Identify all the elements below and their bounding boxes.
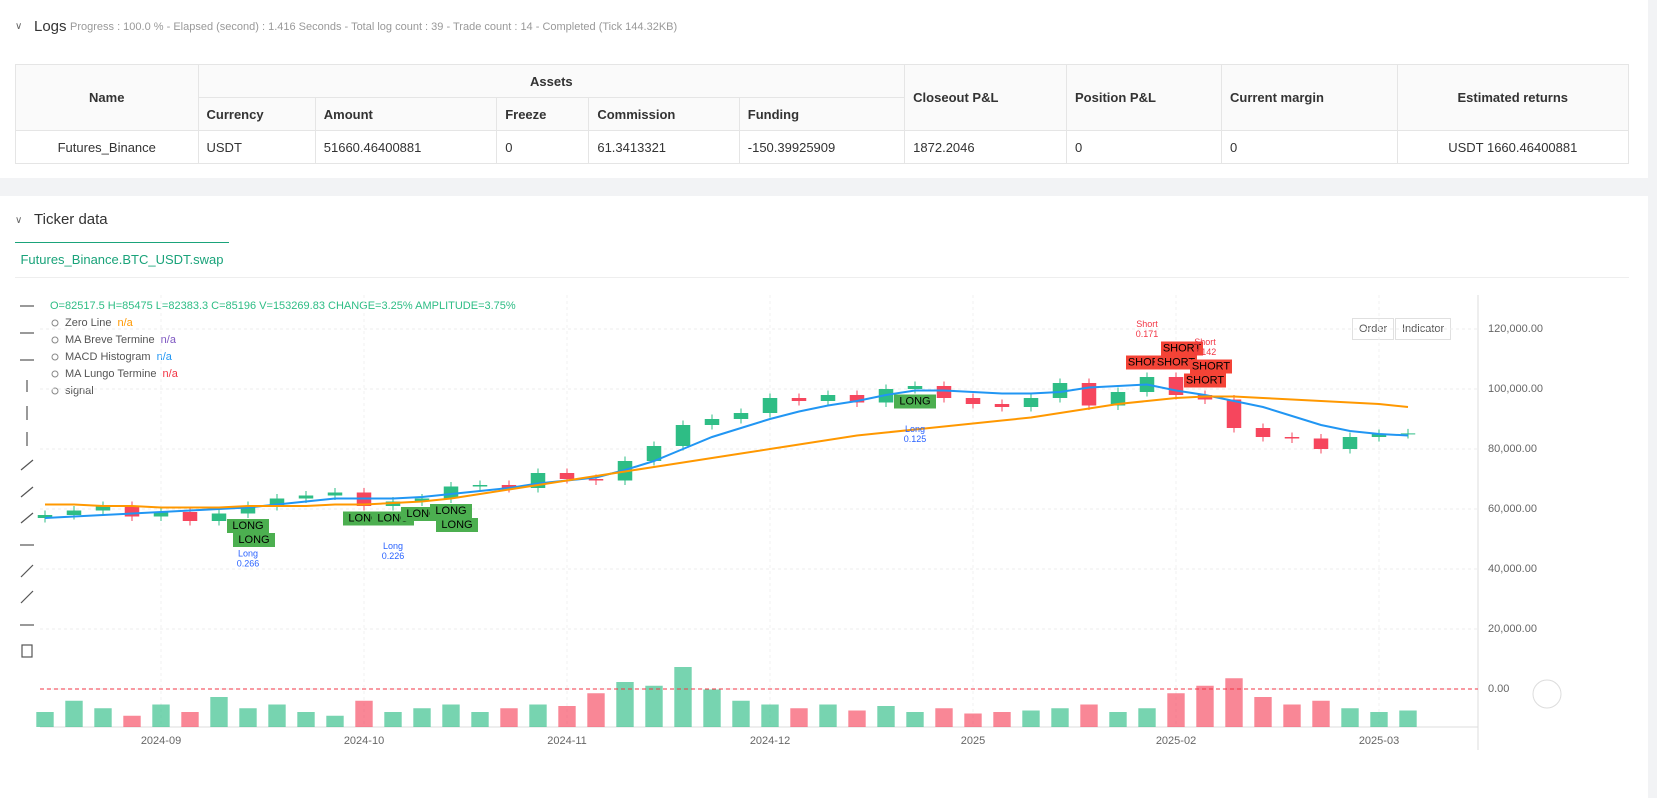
- td: 1872.2046: [904, 130, 1068, 164]
- assets-table: Name Assets Closeout P&L Position P&L Curren…: [15, 64, 1630, 164]
- th: Freeze: [496, 97, 590, 131]
- tab[interactable]: Futures_Binance.BTC_USDT.swap: [15, 242, 229, 277]
- td: -150.39925909: [738, 130, 906, 164]
- th: Current margin: [1220, 64, 1398, 131]
- th: Assets: [197, 64, 906, 98]
- logs-status: Progress : 100.0 % - Elapsed (second) : …: [70, 21, 678, 33]
- th: Position P&L: [1066, 64, 1222, 131]
- td: 0: [496, 130, 590, 164]
- order-button[interactable]: Order: [1352, 318, 1395, 340]
- divider: [15, 277, 1629, 278]
- td: 0: [1066, 130, 1222, 164]
- th: Estimated returns: [1396, 64, 1630, 131]
- th: Commission: [588, 97, 740, 131]
- td: 0: [1220, 130, 1398, 164]
- collapse-icon[interactable]: ∨: [15, 215, 23, 226]
- indicator-button[interactable]: Indicator: [1395, 318, 1452, 340]
- ticker-panel: ∨ Ticker data Futures_Binance.BTC_USDT.s…: [0, 196, 1648, 798]
- td: Futures_Binance: [15, 130, 199, 164]
- th: Currency: [197, 97, 316, 131]
- collapse-icon[interactable]: ∨: [15, 21, 23, 32]
- td: 51660.46400881: [314, 130, 498, 164]
- td: USDT: [197, 130, 316, 164]
- ticker-title: Ticker data: [34, 211, 108, 228]
- th: Funding: [738, 97, 906, 131]
- th: Name: [15, 64, 199, 131]
- td: USDT 1660.46400881: [1396, 130, 1630, 164]
- th: Closeout P&L: [904, 64, 1068, 131]
- logs-panel: ∨ Logs Progress : 100.0 % - Elapsed (sec…: [0, 0, 1648, 178]
- th: Amount: [314, 97, 498, 131]
- td: 61.3413321: [588, 130, 740, 164]
- logs-title: Logs: [34, 18, 67, 35]
